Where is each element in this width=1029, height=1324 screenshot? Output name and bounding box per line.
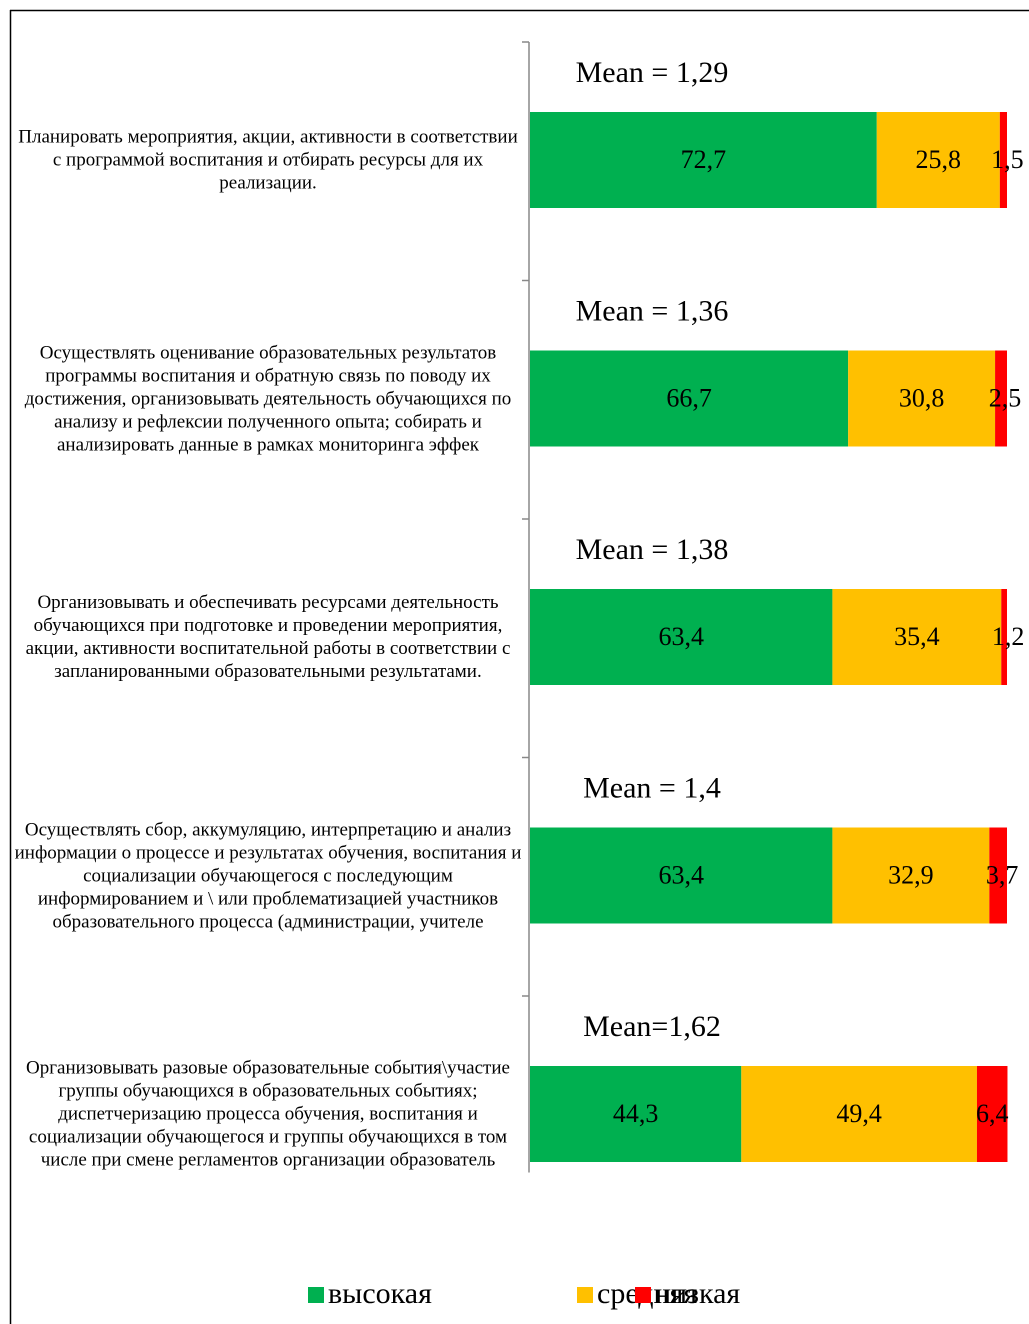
mean-annotation: Mean = 1,4 xyxy=(583,771,721,804)
bar-segment xyxy=(530,827,833,924)
bar-segment xyxy=(995,350,1007,447)
bar-segment xyxy=(530,589,833,685)
value-label: 25,8 xyxy=(916,145,962,174)
value-label: 63,4 xyxy=(658,860,704,889)
value-label: 35,4 xyxy=(894,622,940,651)
legend-swatch xyxy=(308,1287,324,1303)
category-label: Осуществлять оценивание образовательных … xyxy=(24,342,512,455)
value-label: 6,4 xyxy=(976,1099,1009,1128)
value-label: 3,7 xyxy=(986,860,1019,889)
bar-segment xyxy=(530,1066,742,1162)
bar-segment xyxy=(876,112,1000,208)
legend-swatch xyxy=(635,1287,651,1303)
value-label: 63,4 xyxy=(658,622,704,651)
value-label: 66,7 xyxy=(666,383,712,412)
legend-label: высокая xyxy=(328,1277,432,1310)
bar-segment xyxy=(989,827,1007,924)
bar-segment xyxy=(848,350,996,447)
value-label: 32,9 xyxy=(888,860,934,889)
bar-segment xyxy=(832,589,1002,685)
mean-annotation: Mean=1,62 xyxy=(583,1010,721,1043)
bar-segment xyxy=(999,112,1007,208)
value-label: 49,4 xyxy=(836,1099,882,1128)
category-label: Организовывать разовые образовательные с… xyxy=(26,1057,510,1171)
bar-segment xyxy=(1001,589,1007,685)
category-label: Планировать мероприятия, акции, активнос… xyxy=(18,126,518,194)
bar-segment xyxy=(741,1066,977,1162)
bar-segment xyxy=(976,1066,1008,1162)
mean-annotation: Mean = 1,38 xyxy=(576,533,729,566)
category-label: Осуществлять сбор, аккумуляцию, интерпре… xyxy=(14,819,522,932)
value-label: 72,7 xyxy=(681,145,727,174)
value-label: 44,3 xyxy=(613,1099,659,1128)
bar-segment xyxy=(832,827,990,924)
category-label: Организовывать и обеспечивать ресурсами … xyxy=(25,592,511,682)
bar-segment xyxy=(530,112,877,208)
mean-annotation: Mean = 1,29 xyxy=(576,56,729,89)
legend-swatch xyxy=(577,1287,593,1303)
legend-label: низкая xyxy=(655,1277,740,1310)
mean-annotation: Mean = 1,36 xyxy=(576,294,729,327)
bar-segment xyxy=(530,350,849,447)
value-label: 2,5 xyxy=(989,383,1022,412)
value-label: 1,2 xyxy=(992,622,1025,651)
value-label: 30,8 xyxy=(899,383,945,412)
value-label: 1,5 xyxy=(991,145,1024,174)
